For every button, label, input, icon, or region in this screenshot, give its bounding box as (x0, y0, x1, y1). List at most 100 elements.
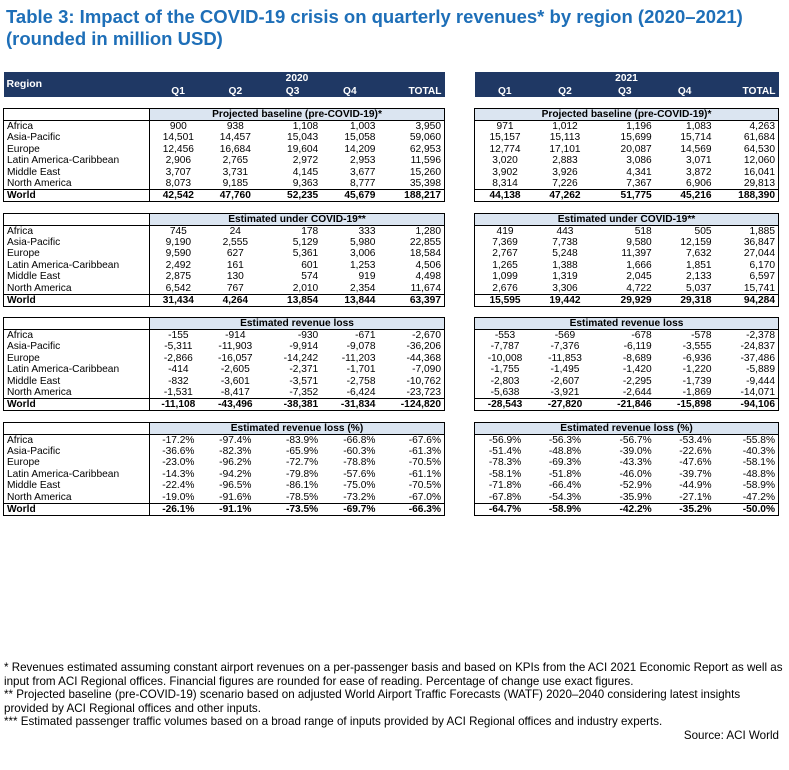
data-cell: 6,542 (165, 282, 192, 294)
table-row: Latin America-Caribbean 2,492 161 601 1,253 4… (3, 259, 446, 271)
data-cell: -23.0% (162, 457, 195, 469)
table-row: Latin America-Caribbean -414 -2,605 -2,371 -… (3, 364, 446, 376)
total-header: TOTAL (378, 84, 445, 97)
data-cell: 9,363 (292, 178, 319, 189)
data-cell: 36,847 (714, 236, 779, 248)
data-cell: 52,235 (263, 189, 322, 202)
quarter-header: Q2 (206, 84, 264, 97)
data-cell: 4,263 (714, 120, 779, 132)
quarter-header: Q3 (594, 84, 655, 97)
data-cell: 45,216 (654, 189, 715, 202)
data-cell: 64,530 (714, 143, 779, 155)
data-cell: -65.9% (285, 445, 319, 457)
data-cell: -48.8% (548, 445, 582, 457)
data-cell: -1,701 (346, 364, 376, 376)
data-cell: -3,555 (682, 341, 712, 353)
data-cell: 505 (694, 225, 712, 237)
data-cell: 27,044 (714, 248, 779, 260)
header-row: Region 2020 (3, 72, 445, 97)
region-label: North America (3, 178, 150, 190)
data-cell: 12,774 (474, 143, 536, 155)
data-cell: 1,388 (552, 259, 578, 271)
data-cell: -914 (225, 330, 246, 341)
table-row: Africa 745 24 178 333 1,280 (3, 225, 446, 237)
data-cell: -28,543 (474, 398, 536, 411)
data-cell: -94,106 (714, 398, 779, 411)
spacer-cell (474, 201, 779, 213)
data-cell: 29,929 (594, 293, 655, 307)
data-cell: -1,495 (550, 364, 580, 376)
data-cell: 2,883 (552, 155, 578, 167)
region-label: Europe (3, 248, 150, 260)
data-cell: -91.6% (219, 491, 252, 503)
table-row: Europe 9,590 627 5,361 3,006 18,584 (3, 248, 446, 260)
data-cell: -53.4% (679, 434, 712, 446)
data-cell: -3,571 (289, 375, 319, 387)
data-cell: 14,569 (680, 143, 712, 155)
table-row: 2,676 3,306 4,722 5,037 15,741 (474, 282, 779, 294)
data-cell: 12,456 (162, 143, 194, 155)
section-title: Projected baseline (pre-COVID-19)* (474, 108, 779, 121)
year-header: 2020 (149, 72, 445, 84)
data-cell: 938 (226, 121, 244, 132)
data-cell: -79.8% (285, 468, 319, 480)
data-cell: 5,129 (292, 236, 319, 248)
spacer-cell (474, 306, 779, 318)
data-cell: -10,762 (378, 375, 446, 387)
table-row: -78.3% -69.3% -43.3% -47.6% -58.1% (474, 457, 779, 469)
table-row: 7,369 7,738 9,580 12,159 36,847 (474, 236, 779, 248)
data-cell: 13,854 (263, 293, 322, 307)
year-header: 2021 (474, 72, 779, 84)
data-cell: 63,397 (378, 293, 446, 307)
data-cell: -66.8% (343, 434, 376, 446)
region-label: North America (3, 282, 150, 294)
data-cell: -7,352 (289, 387, 319, 398)
data-cell: 1,003 (349, 121, 376, 132)
region-label: World (3, 398, 150, 411)
region-label: Latin America-Caribbean (3, 468, 150, 480)
data-cell: 7,369 (474, 236, 536, 248)
footnotes: * Revenues estimated assuming constant a… (4, 661, 784, 743)
data-cell: -22.4% (162, 480, 195, 492)
data-cell: -17.2% (162, 434, 195, 446)
data-cell: -72.7% (285, 457, 319, 469)
header-row: 2021 (474, 72, 779, 84)
data-cell: -14.3% (162, 468, 195, 480)
data-cell: -2,371 (289, 364, 319, 376)
data-cell: 3,006 (349, 248, 376, 260)
data-cell: 919 (358, 271, 376, 283)
data-cell: 17,101 (549, 143, 581, 155)
data-cell: 14,209 (344, 143, 376, 155)
table-row: Africa -155 -914 -930 -671 -2,670 (3, 329, 446, 341)
region-label: Latin America-Caribbean (3, 364, 150, 376)
spacer-cell (3, 201, 445, 213)
table-row: Europe 12,456 16,684 19,604 14,209 62,953 (3, 143, 446, 155)
data-cell: 2,953 (349, 155, 376, 167)
data-cell: -7,787 (474, 341, 536, 353)
data-cell: 6,170 (714, 259, 779, 271)
section-title-row: Estimated revenue loss (474, 317, 779, 330)
table-row: 15,157 15,113 15,699 15,714 61,684 (474, 132, 779, 144)
data-cell: 29,813 (714, 178, 779, 190)
data-cell: 2,133 (686, 271, 712, 283)
data-cell: -78.5% (285, 491, 319, 503)
data-cell: -54.3% (548, 491, 582, 503)
data-cell: -60.3% (343, 445, 376, 457)
data-cell: -39.7% (679, 468, 712, 480)
data-cell: 62,953 (378, 143, 446, 155)
region-label: Latin America-Caribbean (3, 155, 150, 167)
data-cell: 19,442 (535, 293, 595, 307)
data-cell: 1,012 (552, 121, 578, 132)
data-cell: -47.2% (714, 491, 779, 503)
quarter-header-row: Q1 Q2 Q3 Q4 TOTAL (474, 84, 779, 97)
data-cell: 3,872 (686, 166, 712, 178)
quarter-header: Q4 (321, 84, 379, 97)
data-cell: -9,914 (289, 341, 319, 353)
data-cell: 601 (301, 259, 319, 271)
data-cell: 5,248 (552, 248, 578, 260)
data-cell: -35.9% (619, 491, 652, 503)
quarter-header: Q2 (535, 84, 595, 97)
data-cell: -10,008 (474, 352, 536, 364)
spacer-cell (3, 306, 445, 318)
data-cell: 6,906 (686, 178, 712, 189)
